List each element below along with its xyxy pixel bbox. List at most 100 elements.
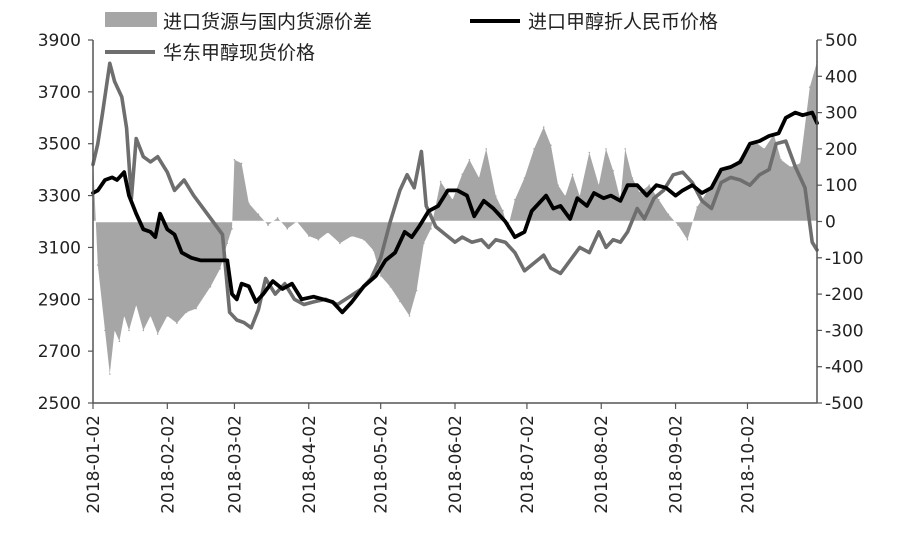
line-data-point [775,142,778,145]
area-data-point [686,238,689,241]
line-data-point [719,168,723,171]
area-data-point [327,231,329,234]
line-data-point [544,194,548,197]
line-data-point [504,220,507,223]
area-data-point [667,213,670,215]
line-data-point [302,303,306,306]
line-data-point [96,189,100,192]
line-data-point [530,209,533,213]
line-data-point [767,134,771,138]
area-data-point [612,169,614,172]
line-data-point [111,176,114,179]
area-data-point [123,315,125,317]
line-data-point [218,259,222,262]
line-data-point [626,184,629,187]
area-data-point [495,195,497,197]
line-data-point [254,300,258,304]
line-data-point [710,207,713,210]
line-data-point [748,184,752,187]
area-data-point [267,224,269,226]
y-right-tick-label: 400 [825,67,857,87]
line-data-point [492,207,495,210]
line-data-point [226,259,229,262]
area-data-point [468,159,471,161]
line-data-point [767,168,771,171]
line-data-point [230,292,234,296]
area-data-point [605,148,607,150]
y-right-tick-label: 300 [825,104,857,124]
line-data-point [417,225,421,228]
line-data-point [434,225,437,228]
line-data-point [719,181,723,184]
line-data-point [537,202,541,205]
line-data-point [180,251,183,254]
y-left-tick-label: 2900 [38,290,81,310]
line-data-point [664,186,668,189]
line-data-point [619,241,622,244]
area-data-point [142,329,145,332]
area-data-point [631,177,634,179]
line-data-point [166,171,169,174]
line-data-point [674,194,677,197]
line-data-point [497,212,500,215]
line-data-point [374,274,378,278]
line-data-point [247,285,250,288]
line-data-point [173,233,176,236]
line-data-point [576,197,579,200]
y-left-tick-label: 3900 [38,31,81,51]
area-data-point [209,286,212,288]
x-tick-label: 2018-01-02 [84,415,104,514]
line-data-point [242,321,246,324]
line-data-point [549,267,553,270]
legend-label: 进口货源与国内货源价差 [163,11,372,33]
line-data-point [585,204,589,208]
line-data-point [461,235,464,239]
area-data-point [578,195,581,197]
area-data-point [379,275,382,277]
line-data-point [410,235,413,239]
area-data-point [240,162,243,165]
line-data-point [321,298,325,301]
line-data-point [142,228,145,231]
line-data-point [559,204,562,208]
area-data-point [97,264,99,266]
line-data-point [125,127,128,130]
line-data-point [379,256,382,259]
series-line-import-methanol-rmb [91,110,819,315]
line-data-point [652,197,656,200]
line-data-point [609,194,612,197]
line-data-point [542,254,545,257]
line-data-point [655,184,658,187]
line-data-point [398,189,402,192]
line-data-point [729,165,732,169]
x-tick-label: 2018-05-02 [372,415,392,514]
area-data-point [231,228,233,230]
axes-layer: 3900 3700 3500 3300 3100 2900 2700 2500 500 400 30… [38,31,864,514]
area-data-point [439,180,442,183]
line-data-point [811,241,814,244]
line-data-point [350,300,354,304]
line-layer [91,61,819,330]
line-data-point [312,300,315,304]
legend-item-import-methanol-rmb: 进口甲醇折人民币价格 [470,11,718,33]
area-data-point [430,228,432,230]
x-tick-label: 2018-06-02 [446,415,466,514]
area-data-point [780,159,782,161]
y-right-tick-label: 0 [825,213,836,233]
x-tick-label: 2018-07-02 [518,415,538,514]
line-data-point [420,150,423,153]
line-data-point [578,246,581,249]
line-data-point [182,178,186,182]
y-left-tick-label: 3100 [38,238,81,258]
line-data-point [103,178,107,182]
area-data-point [149,315,152,317]
area-data-point [363,238,365,241]
legend-label: 华东甲醇现货价格 [163,42,315,64]
line-data-point [149,230,152,234]
line-data-point [643,217,646,221]
line-data-point [626,230,629,234]
line-data-point [811,111,814,114]
line-data-point [465,194,469,197]
